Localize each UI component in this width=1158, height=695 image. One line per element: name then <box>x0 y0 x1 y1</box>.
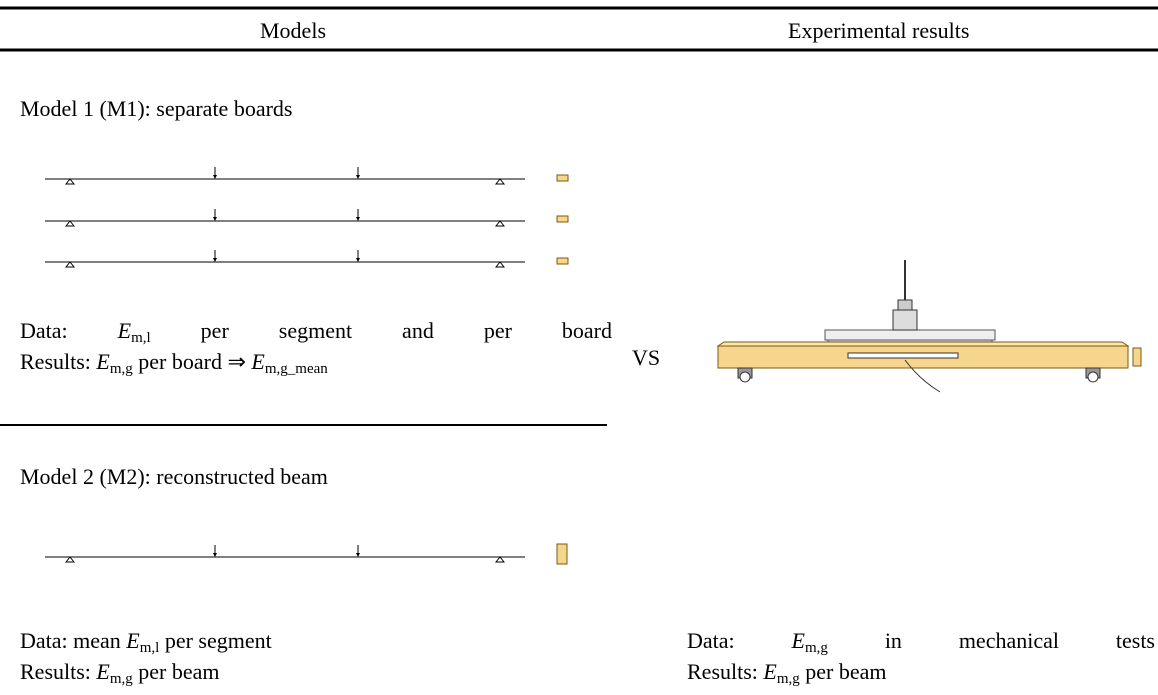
text: per beam <box>132 659 220 684</box>
model2-title: Model 2 (M2): reconstructed beam <box>20 464 328 489</box>
text: per segment <box>159 628 272 653</box>
model1-results: Results: Em,g per board ⇒ Em,g_mean <box>20 349 328 377</box>
text: Results: <box>687 659 764 684</box>
experimental-results: Results: Em,g per beam <box>687 659 887 687</box>
test-setup <box>716 260 1142 393</box>
symbol: E <box>126 628 140 653</box>
symbol: E <box>96 349 110 374</box>
text: Data: <box>20 318 118 343</box>
symbol: E <box>117 318 132 343</box>
text: per board ⇒ <box>132 349 252 374</box>
symbol: E <box>251 349 265 374</box>
subscript: m,g <box>109 361 133 377</box>
symbol: E <box>96 659 110 684</box>
symbol: E <box>763 659 777 684</box>
model2-data: Data: mean Em,l per segment <box>20 628 272 656</box>
text: Results: <box>20 659 97 684</box>
rules <box>0 6 1158 426</box>
subscript: m,g <box>805 640 828 656</box>
subscript: m,l <box>131 330 151 346</box>
header-left: Models <box>260 18 326 43</box>
subscript: m,g_mean <box>264 361 328 377</box>
model1-beams <box>44 166 569 268</box>
versus: VS <box>632 345 661 370</box>
header-right: Experimental results <box>788 18 970 43</box>
text: per segment and per board <box>150 318 612 343</box>
text: in mechanical tests <box>827 628 1155 653</box>
text: Data: mean <box>20 628 127 653</box>
model1-title: Model 1 (M1): separate boards <box>20 96 293 121</box>
model2-results: Results: Em,g per beam <box>20 659 220 687</box>
subscript: m,l <box>139 640 160 656</box>
experimental-data: Data: Em,g in mechanical tests <box>687 628 1155 656</box>
symbol: E <box>791 628 805 653</box>
text: Results: <box>20 349 97 374</box>
text: Data: <box>687 628 792 653</box>
model1-data: Data: Em,l per segment and per board <box>20 318 612 346</box>
subscript: m,g <box>109 671 133 687</box>
subscript: m,g <box>776 671 800 687</box>
text: per beam <box>799 659 887 684</box>
model2-beam <box>44 543 568 565</box>
